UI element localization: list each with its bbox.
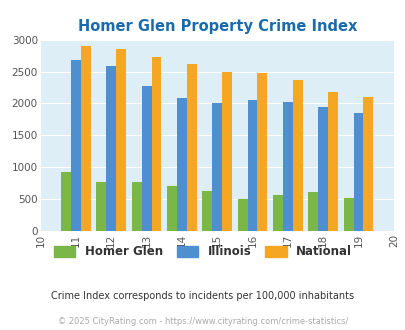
Bar: [327, 92, 337, 231]
Bar: [282, 102, 292, 231]
Bar: [131, 182, 141, 231]
Bar: [343, 198, 353, 231]
Bar: [116, 49, 126, 231]
Bar: [106, 66, 116, 231]
Bar: [272, 195, 282, 231]
Bar: [61, 172, 71, 231]
Bar: [166, 186, 177, 231]
Bar: [362, 97, 373, 231]
Text: © 2025 CityRating.com - https://www.cityrating.com/crime-statistics/: © 2025 CityRating.com - https://www.city…: [58, 317, 347, 326]
Bar: [141, 86, 151, 231]
Bar: [353, 113, 362, 231]
Bar: [151, 56, 161, 231]
Bar: [292, 80, 302, 231]
Bar: [318, 107, 327, 231]
Bar: [257, 73, 267, 231]
Bar: [202, 191, 212, 231]
Bar: [237, 199, 247, 231]
Bar: [81, 46, 91, 231]
Bar: [71, 60, 81, 231]
Bar: [186, 64, 196, 231]
Text: Crime Index corresponds to incidents per 100,000 inhabitants: Crime Index corresponds to incidents per…: [51, 291, 354, 301]
Bar: [307, 192, 318, 231]
Bar: [177, 98, 186, 231]
Bar: [212, 103, 222, 231]
Bar: [96, 182, 106, 231]
Bar: [222, 72, 232, 231]
Title: Homer Glen Property Crime Index: Homer Glen Property Crime Index: [77, 19, 356, 34]
Bar: [247, 100, 257, 231]
Legend: Homer Glen, Illinois, National: Homer Glen, Illinois, National: [50, 242, 355, 262]
